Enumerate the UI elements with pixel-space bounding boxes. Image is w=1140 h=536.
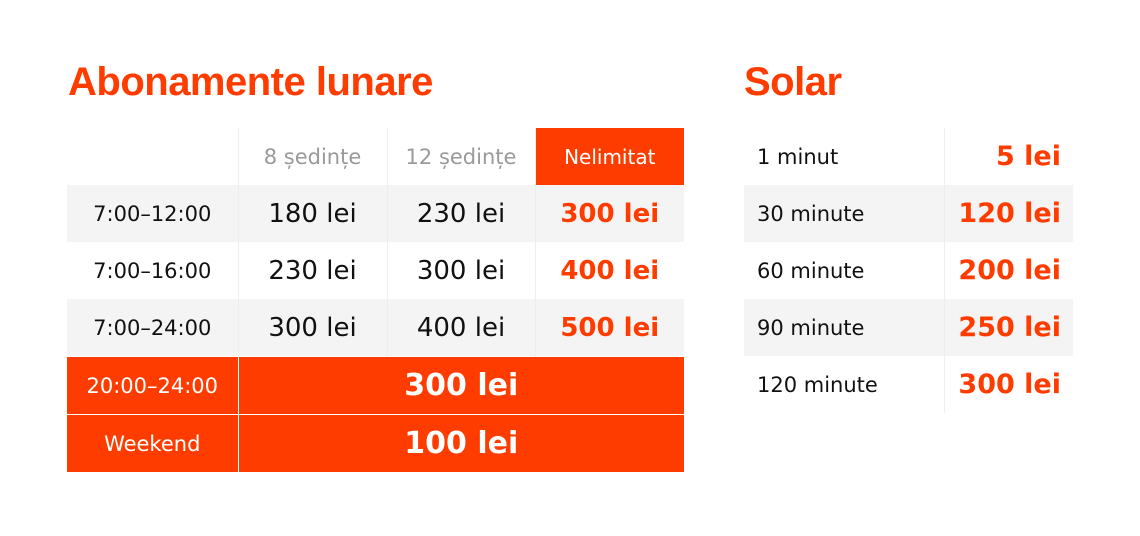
solar-price: 5 lei (944, 128, 1073, 185)
price-cell-unlimited: 300 lei (535, 185, 684, 242)
special-time-cell: 20:00–24:00 (67, 356, 239, 415)
solar-price: 120 lei (944, 185, 1073, 242)
header-8-sessions: 8 ședințe (238, 128, 388, 185)
time-cell: 7:00–24:00 (67, 299, 239, 357)
table-row: 7:00–12:00 180 lei 230 lei 300 lei (67, 185, 684, 242)
solar-price: 300 lei (944, 356, 1073, 413)
price-cell: 300 lei (387, 242, 536, 299)
special-price-cell: 100 lei (238, 414, 684, 472)
time-cell: 7:00–16:00 (67, 242, 239, 299)
solar-duration: 60 minute (744, 242, 945, 299)
solar-duration: 30 minute (744, 185, 945, 242)
special-row-weekend: Weekend 100 lei (67, 414, 684, 472)
header-12-sessions: 12 ședințe (387, 128, 536, 185)
price-cell: 230 lei (387, 185, 536, 242)
special-row-evening: 20:00–24:00 300 lei (67, 356, 684, 415)
subscriptions-table: 8 ședințe 12 ședințe Nelimitat 7:00–12:0… (67, 128, 684, 472)
subscriptions-title: Abonamente lunare (68, 60, 433, 104)
table-row: 7:00–16:00 230 lei 300 lei 400 lei (67, 242, 684, 299)
list-item: 120 minute 300 lei (744, 356, 1073, 413)
price-cell: 300 lei (238, 299, 388, 357)
special-time-cell: Weekend (67, 414, 239, 472)
subscriptions-header-row: 8 ședințe 12 ședințe Nelimitat (67, 128, 684, 185)
solar-title: Solar (744, 60, 842, 104)
special-price-cell: 300 lei (238, 356, 684, 415)
list-item: 1 minut 5 lei (744, 128, 1073, 185)
solar-price: 200 lei (944, 242, 1073, 299)
solar-duration: 1 minut (744, 128, 945, 185)
price-cell: 180 lei (238, 185, 388, 242)
solar-duration: 120 minute (744, 356, 945, 413)
solar-table: 1 minut 5 lei 30 minute 120 lei 60 minut… (744, 128, 1073, 413)
price-cell-unlimited: 400 lei (535, 242, 684, 299)
header-empty-cell (67, 128, 239, 185)
time-cell: 7:00–12:00 (67, 185, 239, 242)
list-item: 60 minute 200 lei (744, 242, 1073, 299)
solar-duration: 90 minute (744, 299, 945, 356)
table-row: 7:00–24:00 300 lei 400 lei 500 lei (67, 299, 684, 357)
price-cell: 400 lei (387, 299, 536, 357)
solar-price: 250 lei (944, 299, 1073, 356)
list-item: 90 minute 250 lei (744, 299, 1073, 356)
price-cell-unlimited: 500 lei (535, 299, 684, 357)
price-cell: 230 lei (238, 242, 388, 299)
list-item: 30 minute 120 lei (744, 185, 1073, 242)
header-unlimited: Nelimitat (535, 128, 684, 185)
